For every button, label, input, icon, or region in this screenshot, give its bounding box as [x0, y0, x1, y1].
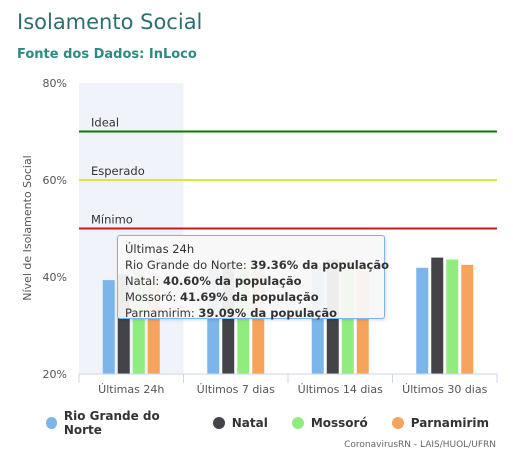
tooltip-row-mossoro: Mossoró: 41.69% da população	[125, 289, 377, 305]
bar	[461, 264, 474, 374]
chart-subtitle: Fonte dos Dados: InLoco	[17, 47, 197, 62]
tooltip-row-parnamirim: Parnamirim: 39.09% da população	[125, 305, 377, 321]
tooltip-row-value: 41.69% da população	[180, 290, 319, 304]
legend-label: Mossoró	[310, 416, 368, 430]
legend-label: Rio Grande do Norte	[63, 409, 160, 437]
legend-item-mossoro[interactable]: Mossoró	[291, 416, 368, 430]
bar	[416, 267, 429, 374]
legend-label: Natal	[231, 416, 268, 430]
tooltip-row-value: 40.60% da população	[162, 274, 302, 288]
chart-credits[interactable]: CoronavirusRN - LAIS/HUOL/UFRN	[344, 440, 496, 450]
legend-item-rio-grande-do-norte[interactable]: Rio Grande do Norte	[46, 409, 189, 437]
legend-swatch	[46, 417, 57, 429]
plot-line-label: Mínimo	[91, 213, 133, 227]
y-tick-label: 40%	[43, 271, 67, 284]
y-tick-label: 80%	[43, 77, 67, 90]
chart-title: Isolamento Social	[17, 10, 203, 34]
tooltip: Últimas 24h Rio Grande do Norte: 39.36% …	[117, 235, 389, 321]
tooltip-row-value: 39.36% da população	[250, 258, 389, 272]
legend-label: Parnamirim	[410, 416, 489, 430]
bar	[431, 257, 444, 374]
bar	[446, 259, 459, 374]
x-tick-label: Últimos 7 dias	[197, 383, 275, 396]
x-tick-label: Últimos 30 dias	[402, 383, 487, 396]
tooltip-row-rn: Rio Grande do Norte: 39.36% da população	[125, 257, 389, 273]
chart-legend: Rio Grande do Norte Natal Mossoró Parnam…	[46, 409, 513, 437]
tooltip-row-label: Natal:	[125, 274, 160, 288]
legend-swatch	[391, 417, 404, 429]
tooltip-row-label: Parnamirim:	[125, 306, 195, 320]
tooltip-row-label: Rio Grande do Norte:	[125, 258, 247, 272]
plot-line-label: Ideal	[91, 116, 119, 130]
y-axis-title: Nível de Isolamento Social	[21, 155, 34, 300]
legend-swatch	[212, 417, 225, 429]
tooltip-row-natal: Natal: 40.60% da população	[125, 273, 377, 289]
tooltip-row-label: Mossoró:	[125, 290, 177, 304]
x-tick-label: Últimos 14 dias	[298, 383, 383, 396]
y-tick-label: 20%	[43, 368, 67, 381]
bar	[102, 280, 115, 374]
legend-item-natal[interactable]: Natal	[212, 416, 268, 430]
x-tick-label: Últimas 24h	[98, 383, 164, 396]
y-tick-label: 60%	[43, 174, 67, 187]
legend-swatch	[291, 417, 304, 429]
plot-line-label: Esperado	[91, 164, 145, 178]
tooltip-row-value: 39.09% da população	[198, 306, 338, 320]
tooltip-header: Últimas 24h	[125, 242, 195, 256]
legend-item-parnamirim[interactable]: Parnamirim	[391, 416, 489, 430]
